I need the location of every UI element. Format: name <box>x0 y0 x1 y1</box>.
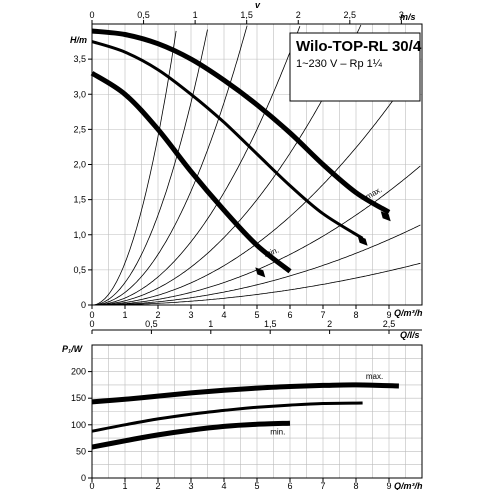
bottom-y-tick-label: 150 <box>71 393 86 403</box>
chart-subtitle: 1~230 V – Rp 1¼ <box>296 58 383 70</box>
system-curve <box>92 262 421 306</box>
ls-tick-label: 0 <box>89 319 94 329</box>
top-axis-tick-label: 2,5 <box>344 10 357 20</box>
x-tick-label: 8 <box>353 310 358 320</box>
y-tick-label: 3,0 <box>73 89 86 99</box>
y-tick-label: 3,5 <box>73 54 86 64</box>
x-tick-label: 7 <box>320 310 325 320</box>
system-curve <box>91 29 208 306</box>
power-curve-max <box>91 382 399 405</box>
top-xlabel: Q/m³/h <box>394 308 423 318</box>
y-tick-label: 0,5 <box>73 265 86 275</box>
curve-end-marker <box>357 235 368 246</box>
top-secondary-xunit: m/s <box>400 12 416 22</box>
bottom-x-tick-label: 8 <box>353 481 358 490</box>
title-box <box>289 32 421 102</box>
x-tick-label: 0 <box>89 310 94 320</box>
y-tick-label: 2,0 <box>73 160 86 170</box>
top-ylabel: H/m <box>70 35 87 45</box>
head-curve-max <box>91 28 391 215</box>
x-tick-label: 3 <box>188 310 193 320</box>
ls-tick-label: 0,5 <box>145 319 158 329</box>
bottom-chart-grid <box>91 344 423 479</box>
top-axis-tick-label: 0 <box>89 10 94 20</box>
ls-tick-label: 1 <box>208 319 213 329</box>
bottom-x-tick-label: 6 <box>287 481 292 490</box>
power-curve-min <box>91 420 291 450</box>
bottom-xlabel: Q/m³/h <box>394 481 423 490</box>
top-axis-tick-label: 2 <box>296 10 301 20</box>
y-tick-label: 1,5 <box>73 195 86 205</box>
x-tick-label: 5 <box>254 310 259 320</box>
bottom-x-tick-label: 3 <box>188 481 193 490</box>
bottom-ls-label: Q/l/s <box>400 330 420 340</box>
bottom-x-tick-label: 4 <box>221 481 226 490</box>
chart-title: Wilo-TOP-RL 30/4 <box>296 38 422 55</box>
max-label: max. <box>364 185 384 201</box>
y-tick-label: 0 <box>81 300 86 310</box>
top-axis-tick-label: 3 <box>399 10 404 20</box>
system-curve <box>92 25 248 306</box>
bottom-x-tick-label: 7 <box>320 481 325 490</box>
bottom-x-tick-label: 5 <box>254 481 259 490</box>
bottom-x-tick-label: 2 <box>155 481 160 490</box>
system-curve <box>92 24 362 306</box>
bottom-y-tick-label: 200 <box>71 367 86 377</box>
bottom-y-tick-label: 100 <box>71 420 86 430</box>
y-tick-label: 1,0 <box>73 230 86 240</box>
x-tick-label: 4 <box>221 310 226 320</box>
top-chart-series <box>90 28 391 274</box>
bottom-x-tick-label: 9 <box>386 481 391 490</box>
power-max-label: max. <box>366 372 383 381</box>
system-curve <box>91 30 177 306</box>
bottom-x-tick-label: 0 <box>89 481 94 490</box>
top-axis-tick-label: 1,5 <box>240 10 253 20</box>
bottom-y-tick-label: 50 <box>76 446 86 456</box>
curve-end-marker <box>255 267 266 278</box>
bottom-chart-ticks: 0 1 2 3 4 5 6 7 8 9 0 50 100 150 200 <box>71 367 392 490</box>
top-axis-tick-label: 0,5 <box>137 10 150 20</box>
x-tick-label: 1 <box>122 310 127 320</box>
top-secondary-xlabel: v <box>255 0 261 10</box>
head-curve-min <box>90 71 292 274</box>
x-tick-label: 2 <box>155 310 160 320</box>
ls-tick-label: 1,5 <box>264 319 277 329</box>
bottom-y-tick-label: 0 <box>81 473 86 483</box>
top-chart-ticks: 0 1 2 3 4 5 6 7 8 9 0 0,5 1,0 1,5 2,0 2,5 3,0 3,5 0 0,5 1 1,5… <box>73 10 422 334</box>
curve-end-marker <box>380 211 391 222</box>
head-curve-mid <box>91 40 364 240</box>
top-axis-tick-label: 1 <box>193 10 198 20</box>
y-tick-label: 2,5 <box>73 124 86 134</box>
system-curve <box>92 224 421 306</box>
bottom-chart-series: max. min. <box>91 372 399 450</box>
bottom-x-tick-label: 1 <box>122 481 127 490</box>
min-label: min. <box>263 245 280 259</box>
ls-tick-label: 2 <box>327 319 332 329</box>
ls-tick-label: 2,5 <box>383 319 396 329</box>
x-tick-label: 9 <box>386 310 391 320</box>
power-curve-mid <box>91 401 363 433</box>
x-tick-label: 6 <box>287 310 292 320</box>
bottom-ylabel: P₁/W <box>62 344 84 354</box>
power-min-label: min. <box>270 427 285 436</box>
